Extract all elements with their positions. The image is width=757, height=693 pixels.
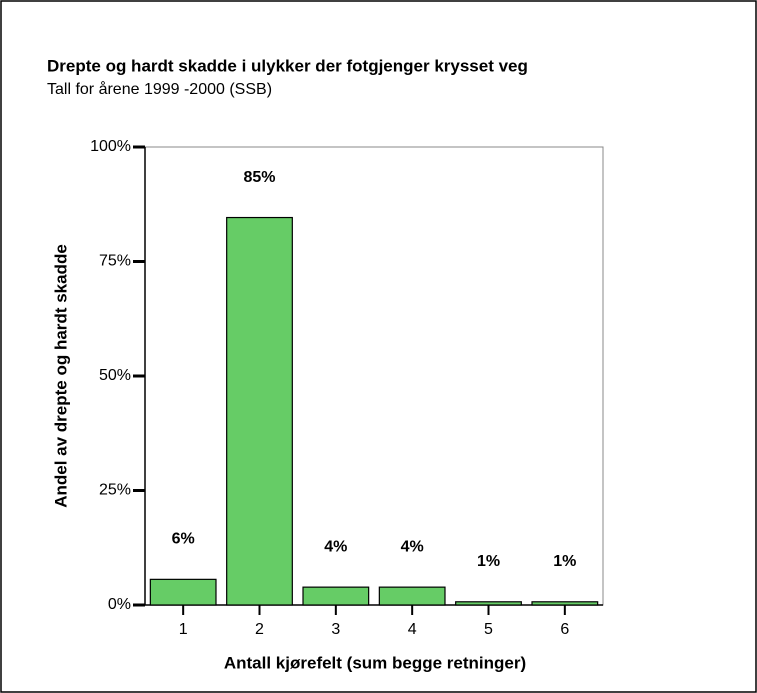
y-tick-label: 0% <box>108 596 131 613</box>
data-label: 1% <box>553 553 576 570</box>
x-tick-label: 1 <box>179 621 188 638</box>
bar <box>455 601 522 606</box>
bar <box>149 578 217 606</box>
x-tick-label: 6 <box>560 621 569 638</box>
y-tick-label: 75% <box>99 253 131 270</box>
data-label: 6% <box>172 531 195 548</box>
data-label: 4% <box>324 538 347 555</box>
y-tick-label: 50% <box>99 367 131 384</box>
bar <box>302 586 370 606</box>
x-tick-label: 2 <box>255 621 264 638</box>
x-axis-label: Antall kjørefelt (sum begge retninger) <box>224 653 526 672</box>
bar <box>226 216 293 606</box>
data-label: 4% <box>401 538 424 555</box>
chart-subtitle: Tall for årene 1999 -2000 (SSB) <box>47 80 272 98</box>
data-label: 85% <box>243 169 275 186</box>
x-tick-label: 4 <box>408 621 417 638</box>
bar <box>378 586 446 606</box>
data-label: 1% <box>477 553 500 570</box>
x-tick-label: 5 <box>484 621 493 638</box>
y-tick-label: 100% <box>90 138 131 155</box>
bar <box>531 601 599 606</box>
y-tick-label: 25% <box>99 482 131 499</box>
x-tick-label: 3 <box>331 621 340 638</box>
y-axis-label: Andel av drepte og hardt skadde <box>51 244 70 508</box>
chart-title: Drepte og hardt skadde i ulykker der fot… <box>47 56 528 75</box>
